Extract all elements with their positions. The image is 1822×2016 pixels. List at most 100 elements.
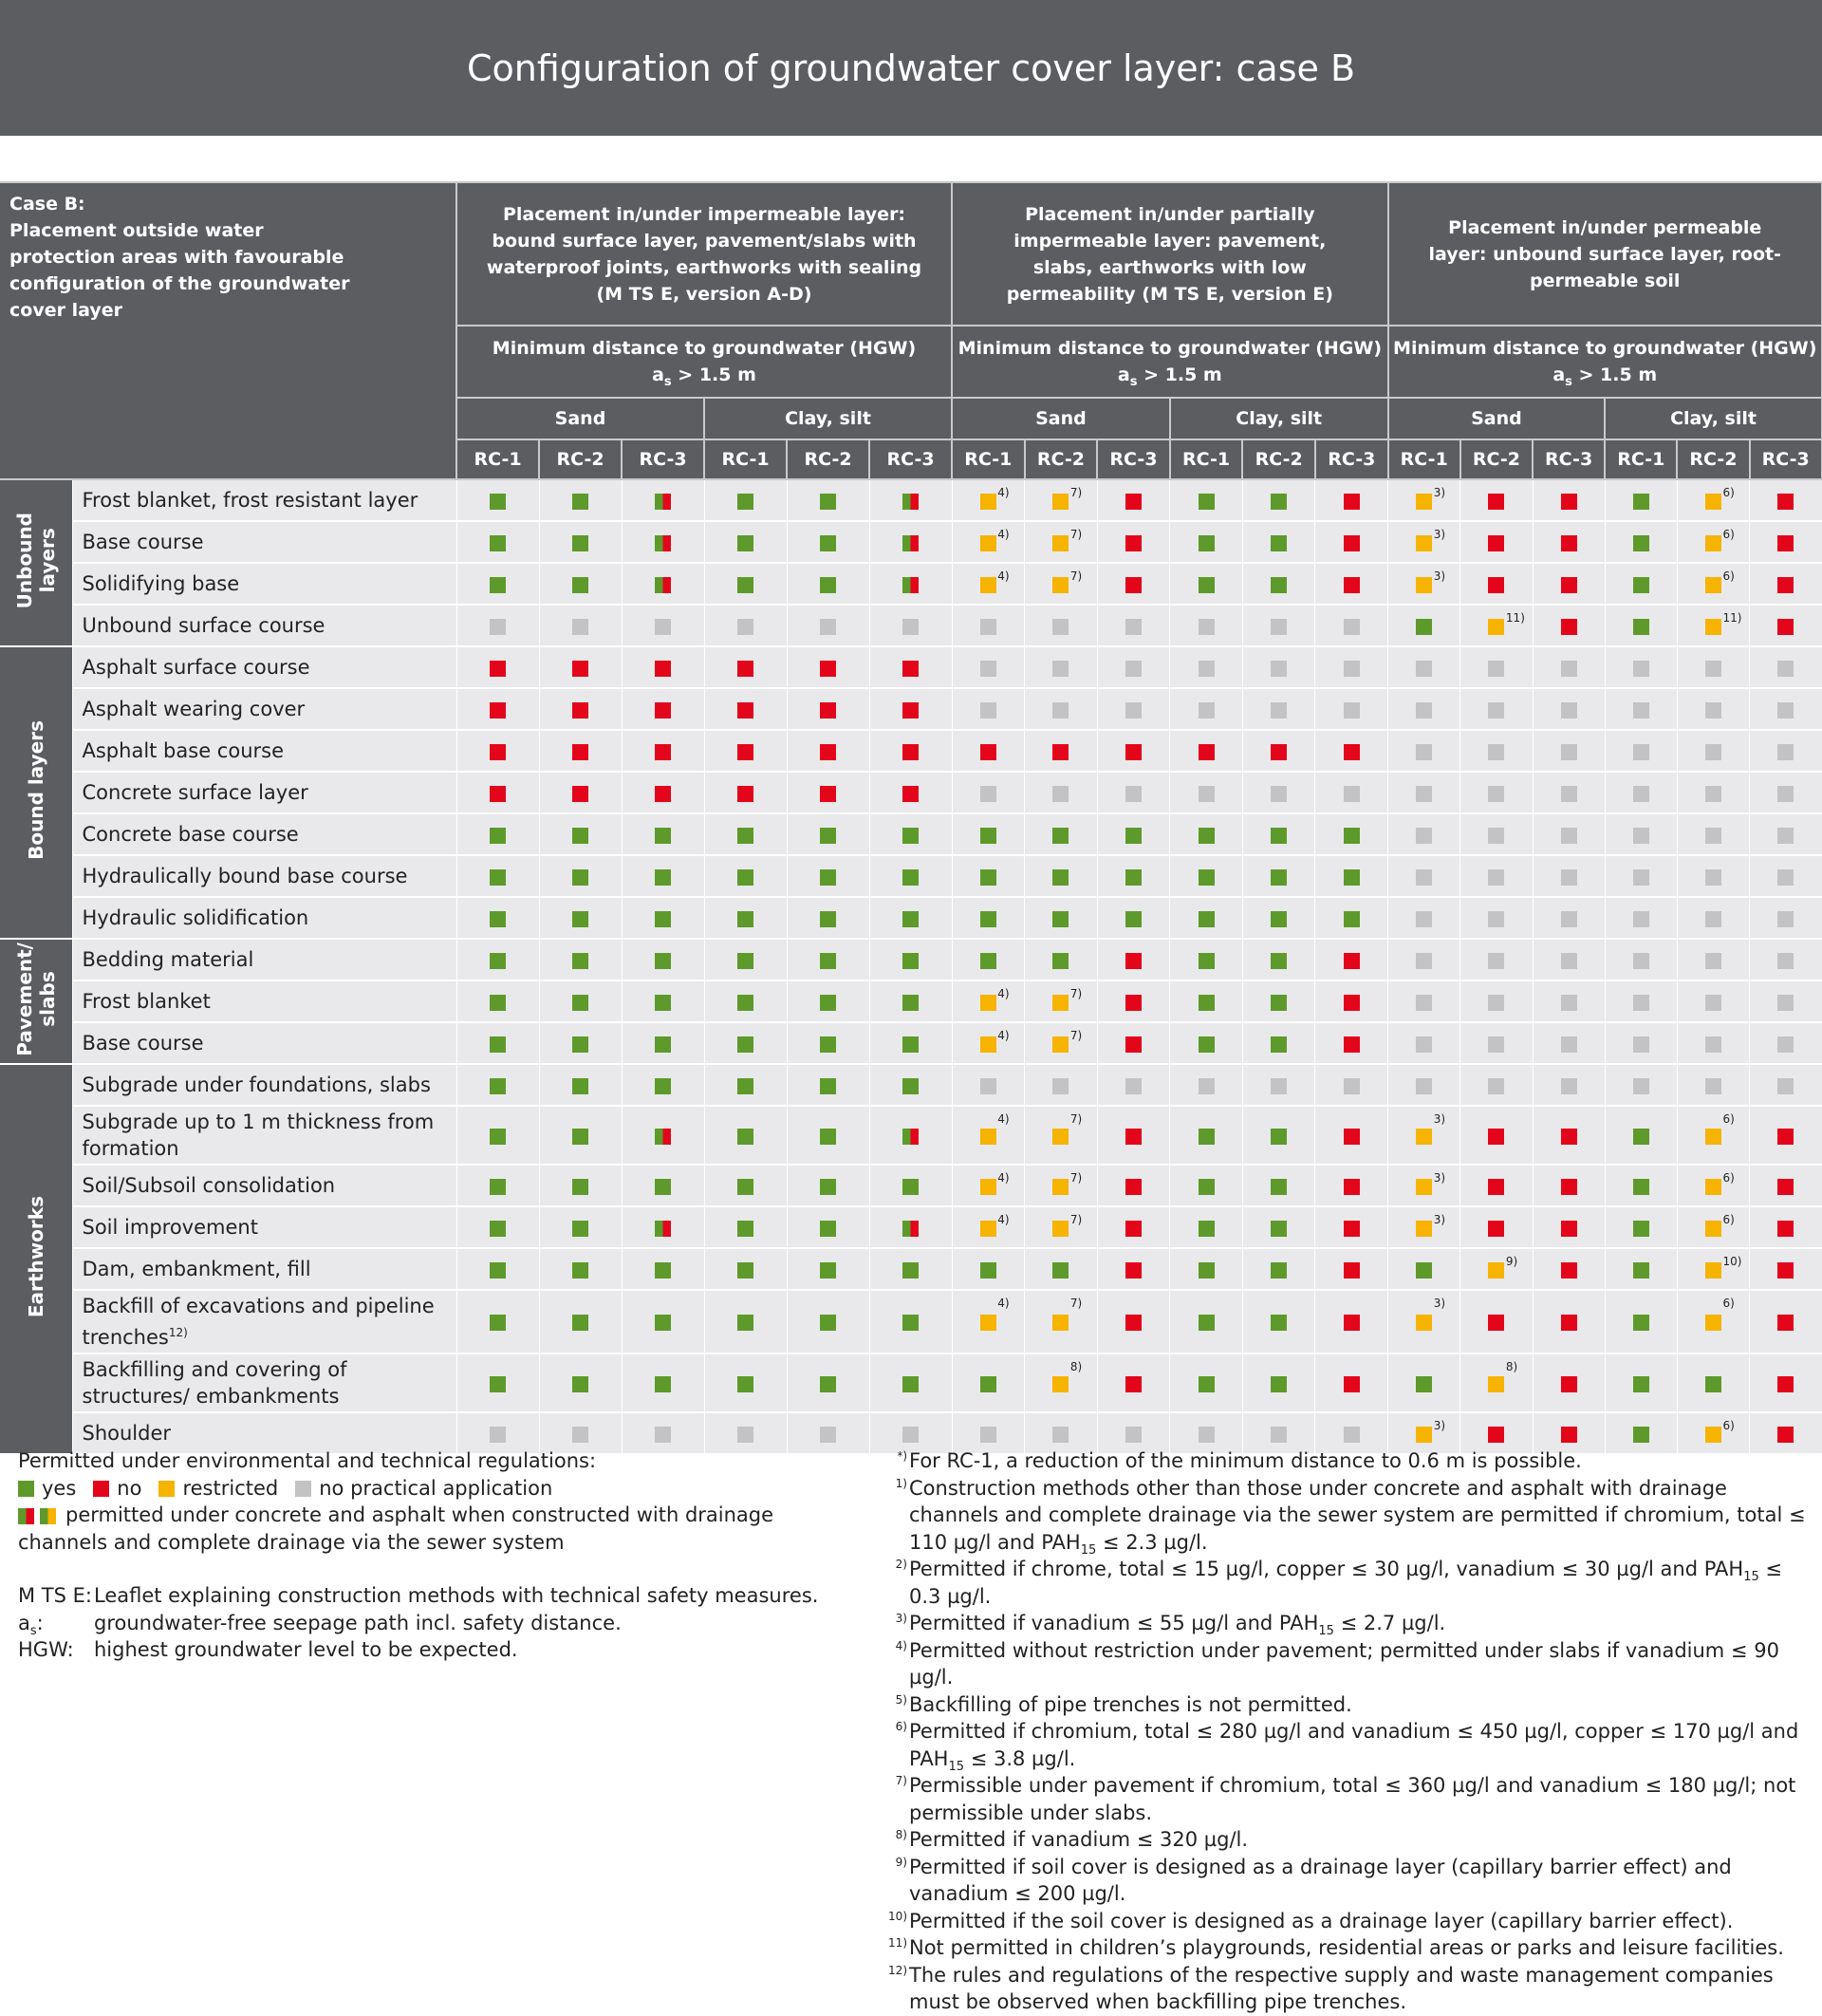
status-cell xyxy=(1241,729,1315,773)
text: a xyxy=(652,364,664,385)
text: > 1.5 m xyxy=(671,364,756,385)
status-cell xyxy=(868,854,952,898)
status-square xyxy=(979,1128,996,1145)
status-square xyxy=(1416,534,1433,551)
status-square xyxy=(572,1315,588,1331)
status-square xyxy=(902,785,919,802)
subscript: s xyxy=(29,1623,37,1638)
status-cell xyxy=(1532,562,1606,606)
status-cell xyxy=(456,1353,539,1413)
status-cell xyxy=(1532,1411,1606,1455)
status-cell xyxy=(786,645,869,689)
status-cell xyxy=(1749,1164,1822,1207)
status-cell xyxy=(456,520,539,564)
status-square xyxy=(1488,1261,1505,1279)
status-square xyxy=(1198,952,1215,969)
status-cell xyxy=(1314,812,1388,856)
status-square xyxy=(1632,868,1649,886)
status-cell xyxy=(703,980,787,1023)
status-cell: 3) xyxy=(1387,1205,1460,1249)
status-cell xyxy=(1749,520,1822,564)
status-square xyxy=(1416,1261,1433,1279)
status-cell xyxy=(703,938,787,981)
group-text: Unbound layers xyxy=(13,513,59,608)
footnote: 5) Backfilling of pipe trenches is not pe… xyxy=(881,1691,1811,1719)
rc-header: RC-3 xyxy=(1748,439,1822,480)
status-square xyxy=(1560,1426,1577,1443)
status-square xyxy=(490,1426,506,1443)
status-cell xyxy=(868,1289,952,1354)
status-cell xyxy=(1532,1105,1606,1166)
status-square xyxy=(655,910,671,927)
status-square xyxy=(1488,785,1505,802)
status-cell xyxy=(1604,562,1678,606)
rc-header: RC-2 xyxy=(1459,439,1534,480)
status-cell: 11) xyxy=(1459,604,1534,647)
table-row: Earthworks Subgrade under foundations, sl… xyxy=(0,1063,1822,1455)
status-cell xyxy=(1676,1063,1750,1107)
status-cell xyxy=(703,1247,787,1291)
status-square xyxy=(1488,701,1505,719)
status-square xyxy=(572,660,588,677)
status-cell xyxy=(1459,1289,1534,1354)
legend-label: restricted xyxy=(182,1476,279,1500)
title: Configuration of groundwater cover layer… xyxy=(466,47,1356,89)
text: Asphalt surface course xyxy=(82,656,310,679)
status-square xyxy=(1777,1375,1794,1392)
status-cell xyxy=(1749,938,1822,981)
status-cell xyxy=(1169,1247,1243,1291)
status-square xyxy=(1704,785,1721,802)
status-square xyxy=(820,1036,836,1053)
status-square xyxy=(1777,534,1794,551)
status-cell xyxy=(1169,645,1243,689)
group-label: Bound layers xyxy=(0,645,72,940)
row-label: Asphalt wearing cover xyxy=(71,687,456,731)
footnote-ref: 4) xyxy=(997,1029,1010,1042)
status-cell xyxy=(1387,1353,1460,1413)
status-square xyxy=(1052,660,1069,677)
status-square xyxy=(1488,1375,1505,1392)
status-cell xyxy=(951,896,1025,940)
status-square xyxy=(1125,952,1142,969)
status-square xyxy=(572,1220,588,1237)
status-cell xyxy=(1604,1105,1678,1166)
status-square xyxy=(1632,701,1649,719)
header-row: Sand Clay, silt Sand Clay, silt Sand Clay, si… xyxy=(0,397,1822,440)
status-cell xyxy=(1096,980,1170,1023)
status-square xyxy=(572,1036,588,1053)
status-cell xyxy=(1604,687,1678,731)
footnotes: *) For RC-1, a reduction of the minimum d… xyxy=(881,1447,1811,2016)
table-row: Unbound layers Frost blanket, frost resist… xyxy=(0,478,1822,647)
status-cell xyxy=(1096,562,1170,606)
footnote-ref: 10) xyxy=(1722,1255,1742,1268)
status-square xyxy=(1416,1178,1433,1195)
status-cell xyxy=(538,1411,622,1455)
status-cell xyxy=(868,896,952,940)
footnote-ref: 7) xyxy=(1069,1213,1083,1226)
status-square xyxy=(737,743,753,760)
status-cell xyxy=(703,645,787,689)
status-square xyxy=(1416,1315,1433,1331)
status-square xyxy=(979,827,996,844)
rc-header: RC-2 xyxy=(538,439,623,480)
status-square xyxy=(1704,1375,1721,1392)
table-row: Solidifying base 4) 7) 3) 6) xyxy=(0,562,1822,606)
status-square xyxy=(1271,1077,1288,1094)
status-cell xyxy=(1459,854,1534,898)
legend-split: permitted under concrete and asphalt whe… xyxy=(18,1502,853,1556)
status-cell xyxy=(786,562,869,606)
status-square xyxy=(1052,576,1069,593)
footnote-mark: *) xyxy=(897,1449,907,1463)
status-square xyxy=(1343,660,1360,677)
status-cell xyxy=(1532,729,1606,773)
text: Concrete surface layer xyxy=(82,781,308,804)
status-square xyxy=(1488,1077,1505,1094)
status-square xyxy=(1343,994,1360,1011)
status-square xyxy=(1125,827,1142,844)
status-cell xyxy=(868,604,952,647)
status-square xyxy=(902,1375,919,1392)
status-square xyxy=(1198,1220,1215,1237)
status-square xyxy=(1125,1178,1142,1195)
legend-swatch xyxy=(158,1481,176,1497)
status-square xyxy=(1416,910,1433,927)
